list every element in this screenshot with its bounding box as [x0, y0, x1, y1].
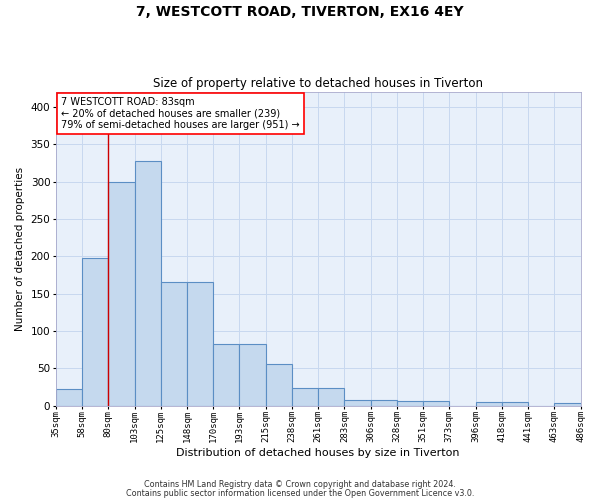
Bar	[292, 388, 318, 406]
Bar	[109, 182, 134, 406]
Y-axis label: Number of detached properties: Number of detached properties	[15, 166, 25, 331]
Text: 7 WESTCOTT ROAD: 83sqm
← 20% of detached houses are smaller (239)
79% of semi-de: 7 WESTCOTT ROAD: 83sqm ← 20% of detached…	[61, 97, 300, 130]
Bar	[476, 402, 502, 406]
Text: 7, WESTCOTT ROAD, TIVERTON, EX16 4EY: 7, WESTCOTT ROAD, TIVERTON, EX16 4EY	[136, 5, 464, 19]
Bar	[423, 401, 449, 406]
Bar	[318, 388, 344, 406]
Text: Contains HM Land Registry data © Crown copyright and database right 2024.: Contains HM Land Registry data © Crown c…	[144, 480, 456, 489]
Bar	[344, 400, 371, 406]
Bar	[502, 402, 528, 406]
Bar	[134, 162, 161, 406]
Bar	[266, 364, 292, 406]
Bar	[56, 389, 82, 406]
Bar	[82, 258, 109, 406]
Bar	[161, 282, 187, 406]
Bar	[187, 282, 213, 406]
Bar	[554, 402, 581, 406]
Bar	[239, 344, 266, 406]
Text: Contains public sector information licensed under the Open Government Licence v3: Contains public sector information licen…	[126, 489, 474, 498]
Bar	[397, 401, 423, 406]
Bar	[213, 344, 239, 406]
Bar	[371, 400, 397, 406]
X-axis label: Distribution of detached houses by size in Tiverton: Distribution of detached houses by size …	[176, 448, 460, 458]
Title: Size of property relative to detached houses in Tiverton: Size of property relative to detached ho…	[153, 76, 483, 90]
